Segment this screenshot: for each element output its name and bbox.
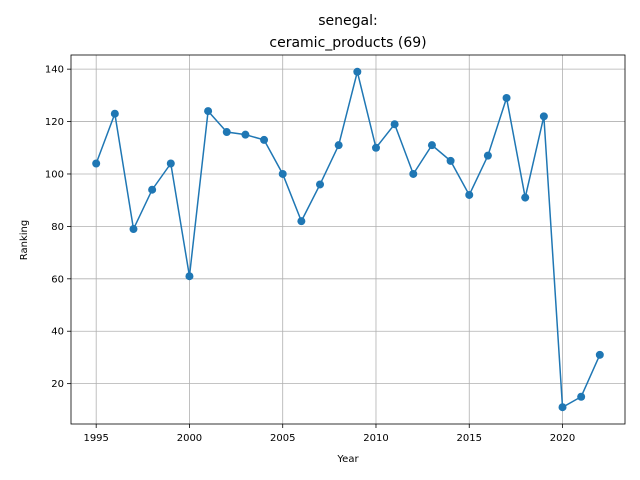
data-point (297, 217, 306, 226)
data-point (334, 141, 343, 150)
data-point (371, 143, 380, 152)
data-point (316, 180, 325, 189)
data-point (446, 156, 455, 165)
x-tick-label: 2005 (270, 433, 295, 444)
ticks: 1995 2000 2005 2010 2015 20202040608010012014… (45, 65, 575, 444)
data-point (260, 135, 269, 144)
data-point (148, 185, 157, 194)
grid (71, 55, 625, 424)
data-point (222, 128, 231, 137)
series-line (95, 71, 601, 409)
data-point (110, 109, 119, 118)
data-point (465, 190, 474, 199)
chart-title-line-2: ceramic_products (69) (269, 35, 426, 51)
chart-title-line-1: senegal: (318, 13, 377, 29)
y-tick-label: 40 (51, 327, 64, 338)
y-axis-label: Ranking (19, 220, 30, 260)
data-point (595, 350, 604, 359)
y-tick-label: 20 (51, 379, 64, 390)
data-point (409, 169, 418, 178)
data-point (278, 169, 287, 178)
data-point (241, 130, 250, 139)
x-axis-label: Year (336, 454, 359, 465)
y-tick-label: 60 (51, 274, 64, 285)
data-point (427, 141, 436, 150)
y-tick-label: 80 (51, 222, 64, 233)
data-point (577, 392, 586, 401)
data-point (558, 403, 567, 412)
x-tick-label: 1995 (83, 433, 108, 444)
data-point (483, 151, 492, 160)
data-point (390, 120, 399, 129)
data-point (129, 225, 138, 234)
data-point (204, 107, 213, 116)
plot-frame (70, 54, 626, 425)
x-tick-label: 2015 (457, 433, 482, 444)
x-tick-label: 2010 (363, 433, 388, 444)
y-tick-label: 120 (45, 117, 64, 128)
data-point (353, 67, 362, 76)
y-tick-label: 140 (45, 65, 64, 76)
data-point (92, 159, 101, 168)
y-tick-label: 100 (45, 169, 64, 180)
data-point (502, 93, 511, 102)
data-point (521, 193, 530, 202)
series-layer (92, 67, 604, 412)
x-tick-label: 2020 (550, 433, 575, 444)
data-point (185, 272, 194, 281)
data-point (539, 112, 548, 121)
data-point (166, 159, 175, 168)
x-tick-label: 2000 (177, 433, 202, 444)
